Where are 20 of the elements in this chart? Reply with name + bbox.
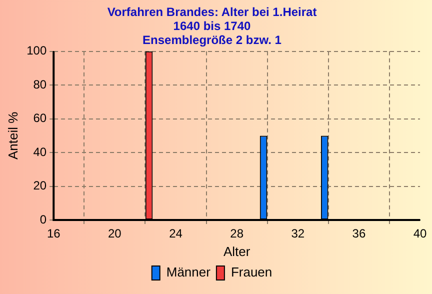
y-axis-title: Anteil % (5, 111, 20, 160)
x-tick-label: 20 (108, 226, 122, 241)
x-tick-label: 40 (413, 226, 427, 241)
x-tick-label: 28 (230, 226, 244, 241)
y-tick-label: 20 (33, 178, 47, 193)
text: 1640 bis 1740 (173, 19, 251, 34)
x-tick-label: 36 (352, 226, 366, 241)
y-tick-label: 80 (33, 77, 47, 92)
x-tick-label: 32 (291, 226, 305, 241)
y-tick-label: 60 (33, 111, 47, 126)
y-tick-label: 40 (33, 144, 47, 159)
x-tick-label: 24 (169, 226, 183, 241)
y-tick-label: 0 (40, 212, 47, 226)
y-tick-label: 100 (26, 44, 47, 58)
text: Vorfahren Brandes: Alter bei 1.Heirat (107, 5, 317, 20)
legend-label: Männer (166, 264, 212, 280)
x-axis-title: Alter (223, 244, 251, 259)
legend-label: Frauen (230, 264, 272, 280)
x-tick-label: 16 (46, 226, 61, 241)
text: Ensemblegröße 2 bzw. 1 (142, 32, 282, 47)
